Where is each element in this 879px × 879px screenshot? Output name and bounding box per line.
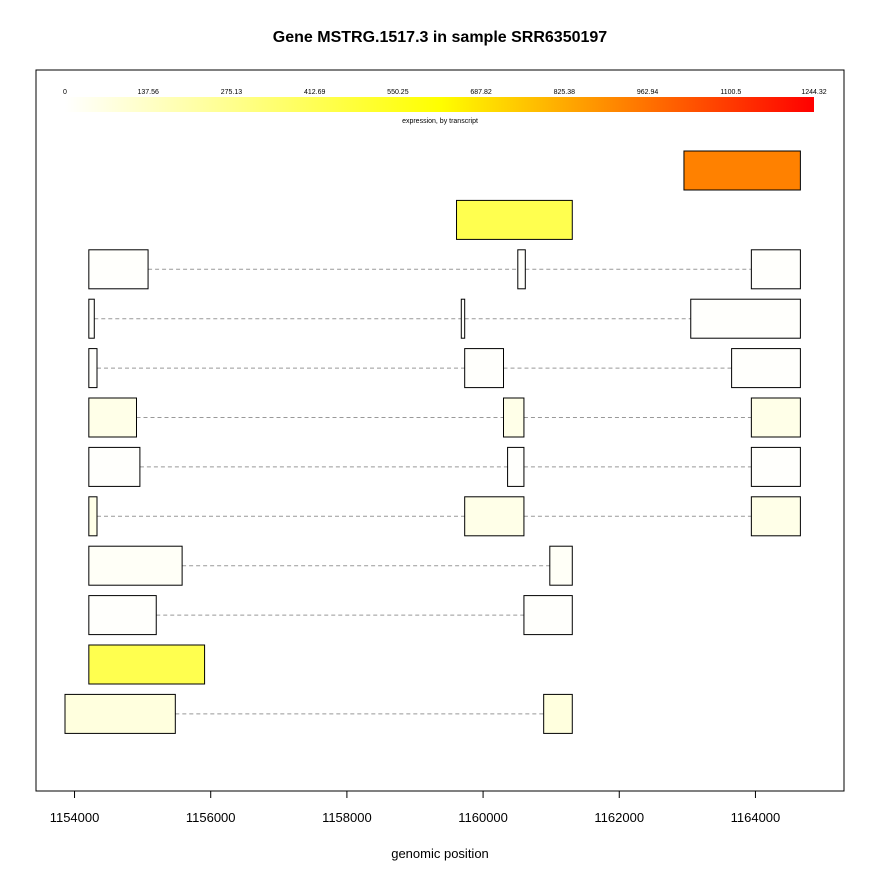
transcript-row xyxy=(88,397,801,438)
chart-title: Gene MSTRG.1517.3 in sample SRR6350197 xyxy=(273,29,607,46)
exon-box xyxy=(549,545,573,586)
exon-box xyxy=(683,150,801,191)
exon-box xyxy=(731,348,801,389)
legend-tick-label: 550.25 xyxy=(387,89,409,96)
x-tick-label: 1164000 xyxy=(731,810,781,825)
exon-box xyxy=(456,199,573,240)
exon-box xyxy=(460,298,466,339)
exon-box xyxy=(543,693,573,734)
legend-tick-label: 1100.5 xyxy=(720,89,741,96)
exon-box xyxy=(750,496,801,537)
exon-box xyxy=(88,249,149,290)
exon-box xyxy=(88,595,157,636)
x-axis: 1154000 1156000 1158000 1160000 1162000 11640… xyxy=(50,790,781,825)
exon-box xyxy=(88,446,141,487)
x-axis-label: genomic position xyxy=(391,846,489,861)
exon-box xyxy=(464,496,525,537)
exon-box xyxy=(503,397,525,438)
x-tick-label: 1160000 xyxy=(458,810,508,825)
exon-box xyxy=(88,397,137,438)
legend-tick-label: 962.94 xyxy=(637,89,659,96)
transcript-row xyxy=(88,298,801,339)
transcript-row xyxy=(683,150,801,191)
exon-box xyxy=(88,644,206,685)
transcript-row xyxy=(88,595,573,636)
legend-tick-label: 1244.32 xyxy=(801,89,826,96)
transcripts xyxy=(64,150,801,734)
transcript-row xyxy=(88,644,206,685)
exon-box xyxy=(750,249,801,290)
x-tick-label: 1158000 xyxy=(322,810,372,825)
legend-tick-label: 825.38 xyxy=(554,89,576,96)
exon-box xyxy=(507,446,525,487)
x-tick-label: 1156000 xyxy=(186,810,236,825)
exon-box xyxy=(517,249,526,290)
exon-box xyxy=(64,693,176,734)
exon-box xyxy=(690,298,801,339)
transcript-row xyxy=(64,693,573,734)
legend-tick-label: 412.69 xyxy=(304,89,326,96)
exon-box xyxy=(523,595,573,636)
transcript-row xyxy=(88,446,801,487)
transcript-row xyxy=(456,199,573,240)
x-tick-label: 1162000 xyxy=(594,810,644,825)
legend-tick-label: 687.82 xyxy=(470,89,492,96)
exon-box xyxy=(88,348,98,389)
legend-color-bar xyxy=(65,97,814,112)
legend-caption: expression, by transcript xyxy=(402,118,478,125)
transcript-row xyxy=(88,496,801,537)
legend-tick-labels: 0 137.56 275.13 412.69 550.25 687.82 825.38 962… xyxy=(63,89,827,96)
exon-box xyxy=(750,397,801,438)
legend-tick-label: 0 xyxy=(63,89,67,96)
exon-box xyxy=(88,298,95,339)
transcript-row xyxy=(88,348,801,389)
legend-tick-label: 137.56 xyxy=(138,89,160,96)
transcript-row xyxy=(88,249,801,290)
exon-box xyxy=(88,496,98,537)
legend-tick-label: 275.13 xyxy=(221,89,243,96)
exon-box xyxy=(88,545,183,586)
transcript-row xyxy=(88,545,573,586)
exon-box xyxy=(464,348,505,389)
exon-box xyxy=(750,446,801,487)
x-tick-label: 1154000 xyxy=(50,810,100,825)
